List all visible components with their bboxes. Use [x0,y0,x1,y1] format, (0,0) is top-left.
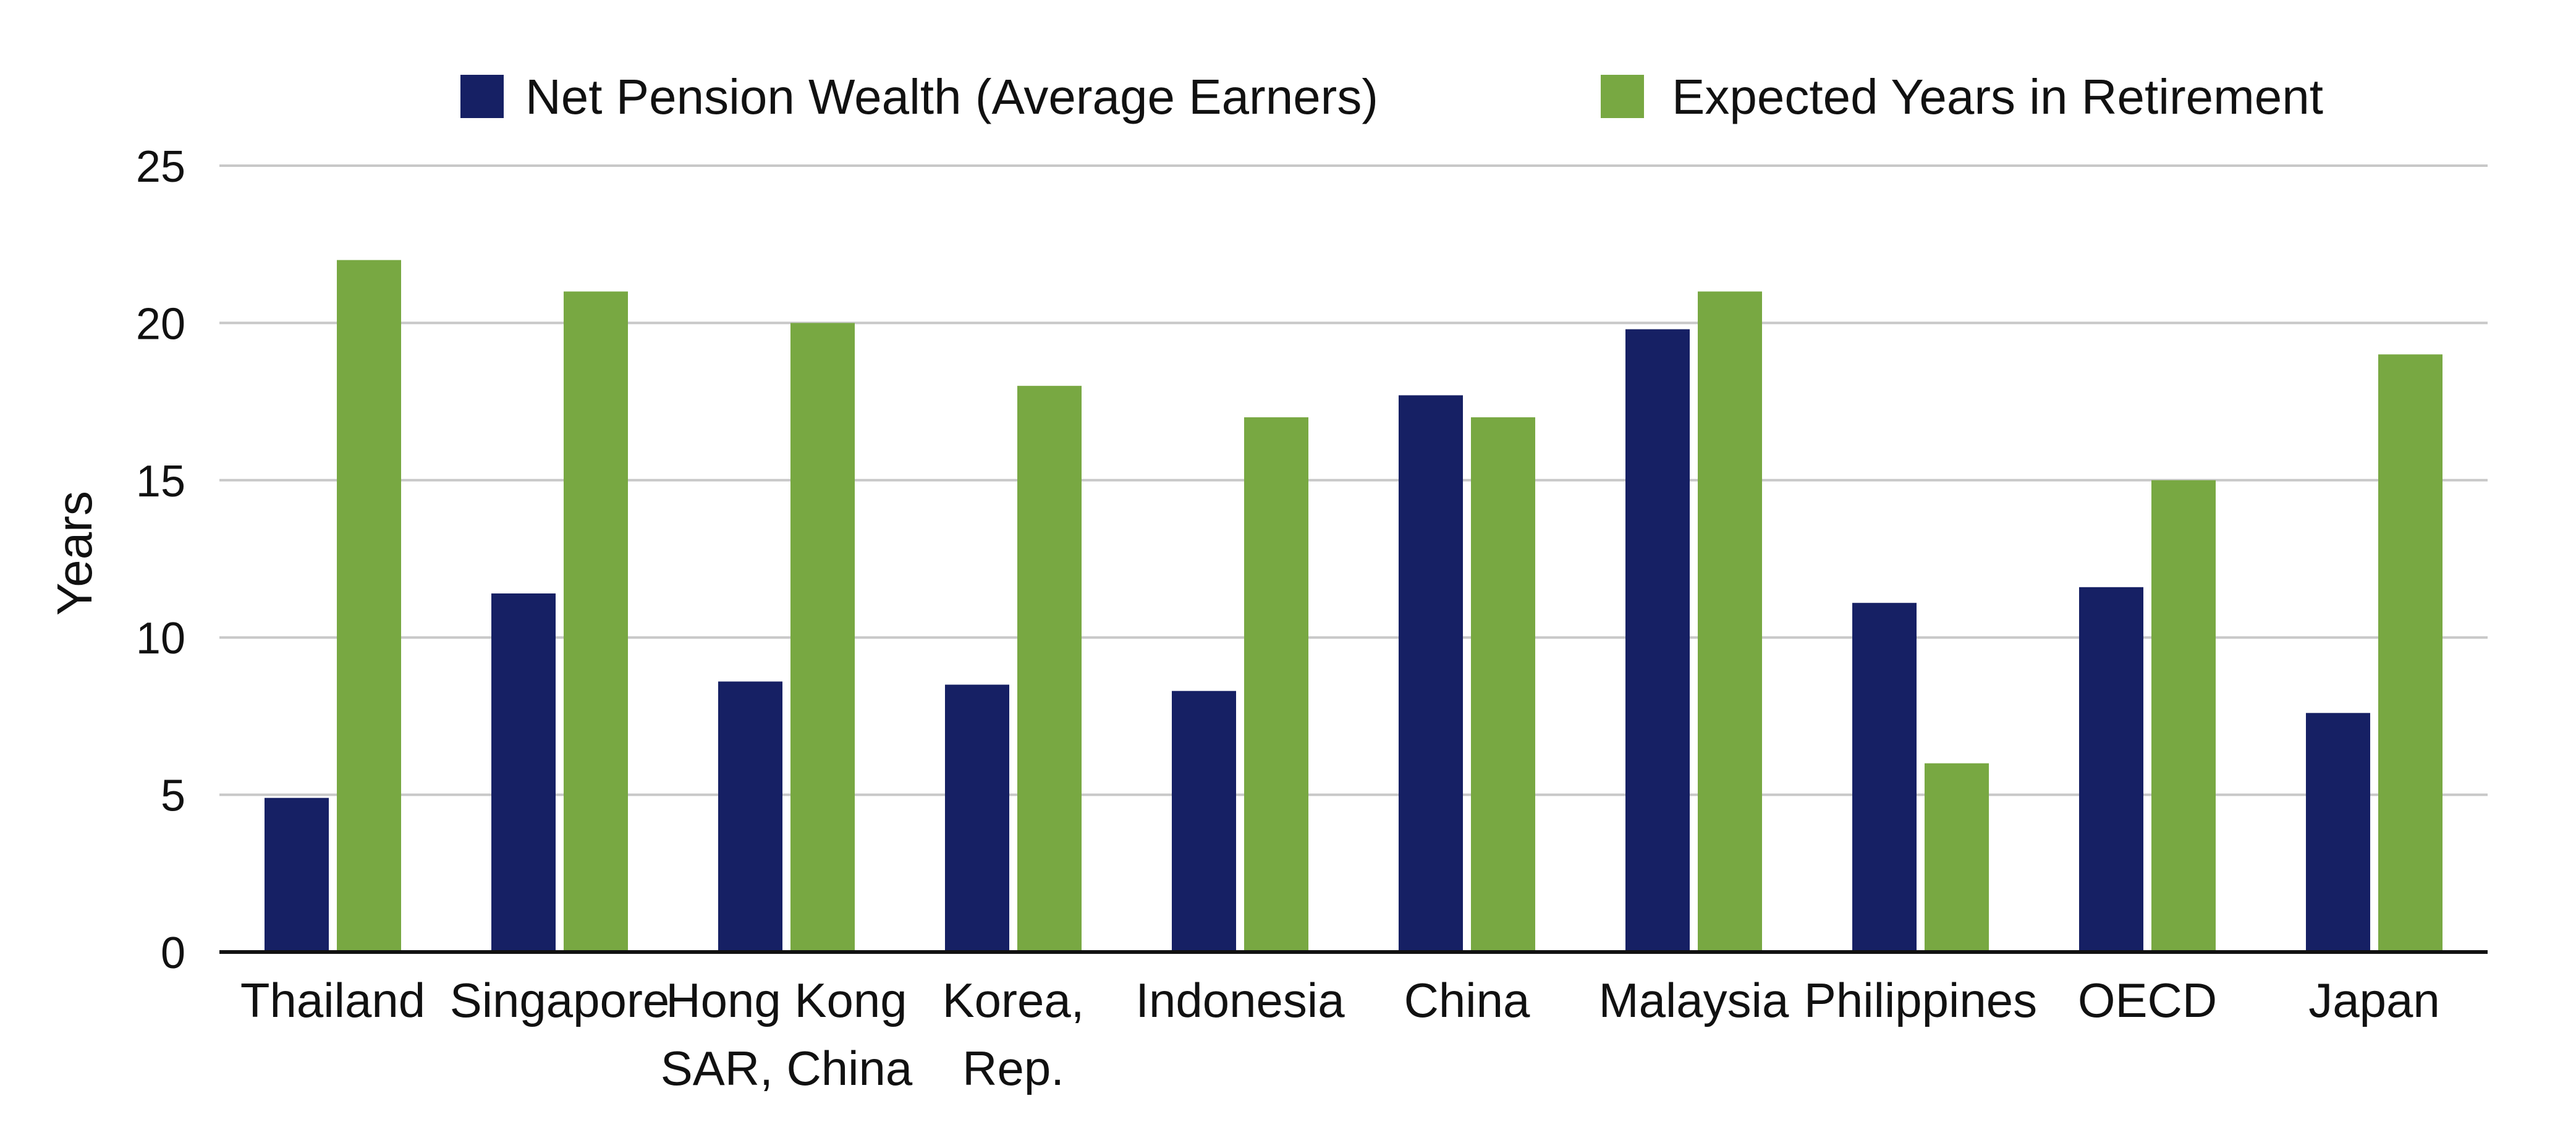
x-tick-label: Korea, [943,973,1085,1027]
legend-swatch [460,75,504,118]
y-axis-ticks: 0 5 10 15 20 25 [136,142,185,978]
y-tick-label: 15 [136,457,185,506]
bar-net-pension-wealth [1399,395,1463,952]
y-tick-label: 10 [136,614,185,663]
y-axis-title-group: Years [47,491,102,616]
bar-expected-years-in-retirement [564,291,628,952]
bar-expected-years-in-retirement [1471,417,1535,952]
x-tick-label: China [1404,973,1530,1027]
bar-expected-years-in-retirement [1925,763,1989,952]
x-tick-label: Rep. [962,1041,1064,1095]
x-tick-label: Indonesia [1135,973,1345,1027]
x-tick-label: SAR, China [661,1041,913,1095]
bar-expected-years-in-retirement [1698,291,1762,952]
bar-net-pension-wealth [945,684,1009,952]
y-axis-title: Years [47,491,102,616]
y-tick-label: 5 [161,772,185,821]
legend-label: Net Pension Wealth (Average Earners) [525,69,1378,124]
bar-expected-years-in-retirement [2151,480,2216,952]
y-tick-label: 25 [136,142,185,192]
y-tick-label: 0 [161,929,185,978]
bar-expected-years-in-retirement [1244,417,1308,952]
bars [265,260,2443,952]
x-tick-label: Philippines [1804,973,2037,1027]
x-tick-label: Singapore [450,973,670,1027]
legend: Net Pension Wealth (Average Earners) Expe… [460,69,2323,124]
x-tick-label: Thailand [240,973,425,1027]
y-tick-label: 20 [136,299,185,349]
bar-net-pension-wealth [1852,603,1917,952]
bar-net-pension-wealth [1172,691,1236,952]
bar-expected-years-in-retirement [1017,386,1082,952]
legend-swatch [1601,75,1644,118]
bar-expected-years-in-retirement [790,323,855,952]
bar-net-pension-wealth [2306,713,2370,952]
bar-net-pension-wealth [265,797,329,952]
legend-label: Expected Years in Retirement [1672,69,2323,124]
x-tick-label: Japan [2308,973,2440,1027]
bar-net-pension-wealth [718,681,782,952]
x-tick-label: OECD [2078,973,2217,1027]
bar-net-pension-wealth [1625,329,1690,952]
gridlines [219,164,2488,796]
x-tick-label: Hong Kong [666,973,907,1027]
bar-expected-years-in-retirement [2378,354,2443,952]
x-tick-label: Malaysia [1599,973,1789,1027]
bar-net-pension-wealth [2079,587,2143,952]
bar-net-pension-wealth [491,593,556,952]
bar-expected-years-in-retirement [337,260,401,952]
